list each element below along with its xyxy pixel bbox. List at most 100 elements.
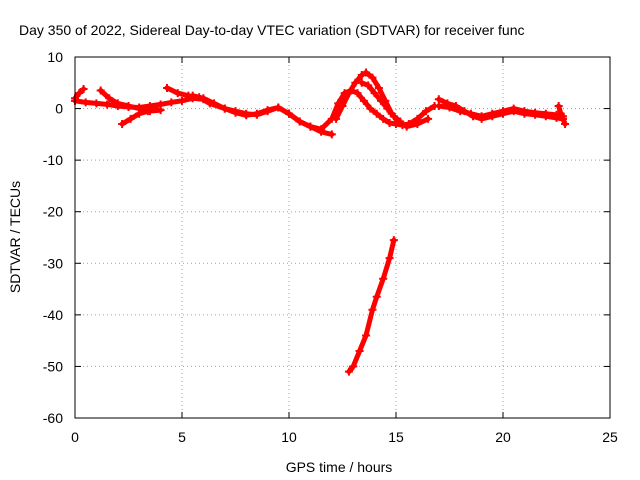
- data-point: [210, 99, 219, 108]
- data-point: [349, 362, 358, 371]
- data-point: [79, 84, 88, 93]
- data-point: [344, 89, 353, 98]
- data-point: [362, 68, 371, 77]
- data-point: [558, 114, 567, 123]
- data-point: [263, 106, 272, 115]
- data-point: [389, 112, 398, 121]
- data-point: [364, 81, 373, 90]
- data-point: [274, 103, 283, 112]
- data-point: [421, 107, 430, 116]
- data-point: [531, 108, 540, 117]
- data-point: [334, 99, 343, 108]
- data-point: [327, 130, 336, 139]
- data-point: [402, 122, 411, 131]
- y-tick-label: -40: [43, 307, 63, 323]
- data-point: [124, 101, 133, 110]
- data-point: [383, 104, 392, 113]
- data-point: [306, 122, 315, 131]
- data-point: [499, 107, 507, 116]
- x-tick-label: 0: [71, 429, 79, 445]
- data-point: [554, 101, 563, 110]
- data-point: [368, 73, 377, 82]
- data-point: [359, 96, 368, 105]
- data-point: [81, 98, 90, 107]
- data-point: [561, 120, 570, 129]
- data-point: [556, 109, 565, 118]
- data-point: [344, 367, 353, 376]
- data-point: [231, 108, 240, 117]
- data-point: [445, 103, 454, 112]
- data-point: [456, 107, 465, 116]
- data-point: [370, 89, 379, 98]
- y-tick-label: 10: [47, 49, 63, 65]
- y-tick-label: -50: [43, 358, 63, 374]
- data-point: [434, 95, 443, 104]
- data-point: [285, 109, 293, 118]
- data-point: [317, 125, 326, 134]
- data-point: [75, 89, 84, 98]
- y-axis-label: SDTVAR / TECUs: [7, 181, 23, 293]
- data-point: [357, 71, 366, 80]
- data-point: [466, 109, 475, 118]
- data-point: [389, 236, 398, 245]
- data-point: [434, 101, 443, 110]
- data-point: [385, 254, 394, 263]
- y-tick-label: -20: [43, 204, 63, 220]
- data-point: [126, 114, 135, 123]
- data-point: [173, 89, 182, 98]
- x-tick-label: 20: [495, 429, 511, 445]
- data-point: [92, 99, 101, 108]
- data-point: [355, 346, 364, 355]
- axis-ticks: 0 5 10 15 20 25 -60 -50 -40 -30 -20 -10 0 10: [43, 49, 618, 445]
- series-pass-6: [188, 86, 439, 134]
- data-point: [424, 114, 433, 123]
- data-point: [252, 109, 261, 118]
- data-point: [152, 104, 161, 113]
- series-pass-12: [554, 101, 570, 129]
- data-point: [113, 99, 122, 108]
- data-point: [353, 89, 362, 98]
- data-point: [396, 117, 405, 126]
- data-point: [366, 104, 375, 113]
- x-tick-label: 25: [602, 429, 618, 445]
- data-point: [332, 114, 341, 123]
- data-point: [357, 78, 366, 87]
- data-series: [71, 68, 570, 376]
- series-pass-8: [357, 78, 405, 126]
- chart-title: Day 350 of 2022, Sidereal Day-to-day VTE…: [19, 22, 525, 38]
- data-point: [167, 98, 176, 107]
- data-point: [220, 104, 229, 113]
- data-point: [188, 91, 197, 100]
- x-axis-label: GPS time / hours: [286, 459, 393, 475]
- data-point: [509, 104, 518, 113]
- data-point: [477, 112, 486, 121]
- data-point: [105, 94, 114, 103]
- x-tick-label: 10: [281, 429, 297, 445]
- data-point: [368, 305, 377, 314]
- y-tick-label: -30: [43, 255, 63, 271]
- series-pass-9: [344, 236, 398, 376]
- y-tick-label: -60: [43, 410, 63, 426]
- data-point: [362, 331, 371, 340]
- data-point: [118, 120, 127, 129]
- data-point: [488, 109, 497, 118]
- data-point: [372, 109, 381, 118]
- data-point: [374, 83, 383, 92]
- plot-frame: [74, 56, 611, 419]
- data-point: [96, 86, 105, 95]
- series-line: [556, 103, 568, 127]
- data-point: [199, 94, 208, 103]
- data-point: [163, 83, 172, 92]
- data-point: [338, 101, 347, 110]
- y-tick-label: 0: [55, 101, 63, 117]
- data-point: [520, 107, 529, 116]
- data-point: [372, 292, 381, 301]
- data-point: [135, 109, 144, 118]
- data-point: [143, 107, 152, 116]
- data-point: [377, 96, 386, 105]
- data-point: [242, 111, 251, 120]
- data-point: [541, 109, 550, 118]
- data-point: [178, 96, 186, 105]
- series-pass-4: [118, 104, 161, 129]
